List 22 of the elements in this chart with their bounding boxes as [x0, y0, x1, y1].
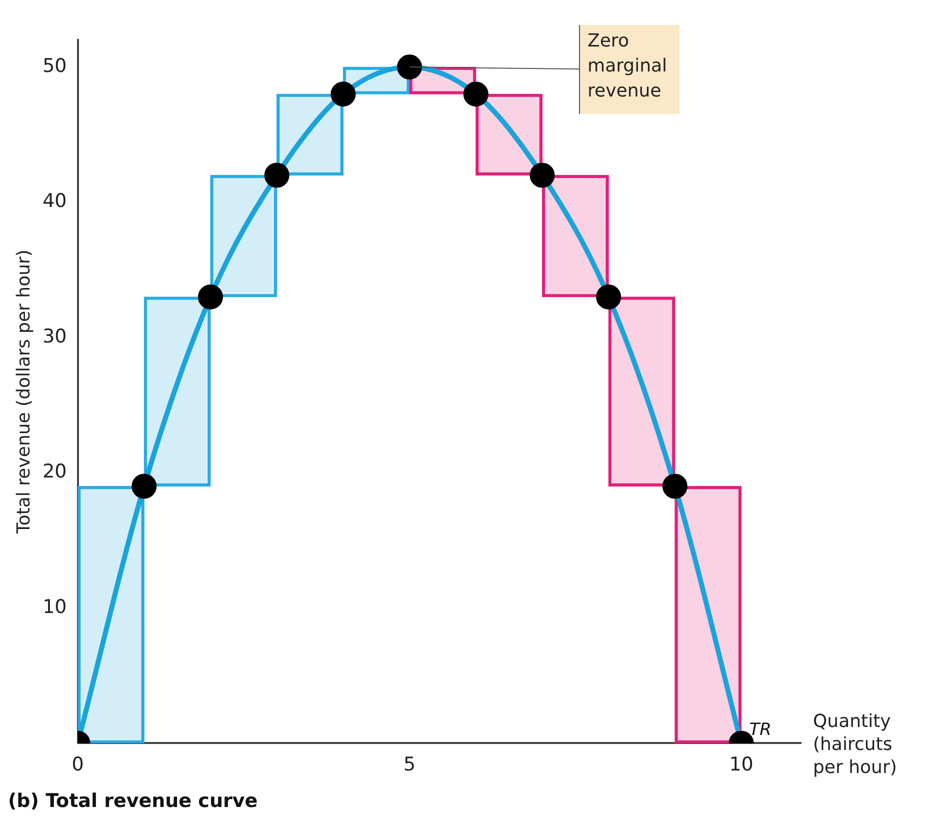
point	[397, 54, 422, 80]
point	[662, 474, 688, 499]
y-tick-label: 50	[42, 54, 67, 77]
point	[330, 82, 356, 107]
annotation: Zero marginal revenue	[588, 30, 668, 102]
point	[264, 162, 290, 188]
point	[198, 284, 223, 310]
y-tick-label: 20	[42, 460, 67, 483]
x-axis-title: Quantity (haircuts per hour)	[813, 710, 897, 778]
y-tick-label: 10	[42, 596, 67, 618]
series-label: TR	[749, 720, 772, 740]
text: (b) Total revenue curve	[8, 790, 258, 812]
x-tick-label: 0	[72, 754, 84, 776]
point	[463, 82, 488, 107]
x-tick-label: 5	[403, 754, 416, 776]
x-tick-label: 10	[729, 754, 754, 776]
y-axis-title: Total revenue (dollars per hour)	[13, 250, 34, 535]
point	[132, 474, 157, 499]
point	[530, 162, 555, 188]
y-tick-label: 40	[42, 190, 67, 212]
y-tick-label: 30	[42, 325, 67, 348]
point	[596, 284, 622, 310]
